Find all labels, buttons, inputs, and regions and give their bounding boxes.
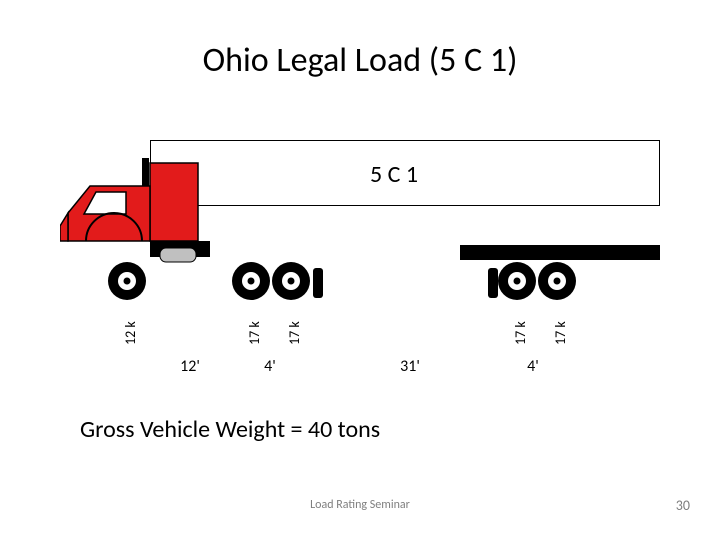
axle-load-label: 12 k [122,321,139,345]
wheel-trailer-front [498,262,536,300]
page-title: Ohio Legal Load (5 C 1) [0,40,720,81]
tire-edge [313,268,323,298]
axle-spacing-label: 4' [255,357,285,376]
axle-load-label: 17 k [552,321,569,345]
wheel-drive-rear [272,262,310,300]
truck-diagram: 5 C 1 12 k17 k17 k17 k17 k12'4'31'4' [60,140,660,340]
axle-spacing-label: 4' [518,357,548,376]
gross-vehicle-weight: Gross Vehicle Weight = 40 tons [80,415,380,444]
tire-edge [488,268,498,298]
truck-cab-icon [60,158,210,276]
trailer-config-label: 5 C 1 [370,160,418,189]
axle-load-label: 17 k [246,321,263,345]
wheel-drive-front [232,262,270,300]
footer-text: Load Rating Seminar [0,498,720,512]
page-number: 30 [676,497,690,514]
wheel-steer [108,262,146,300]
wheel-trailer-rear [538,262,576,300]
axle-spacing-label: 31' [380,357,440,376]
axle-load-label: 17 k [286,321,303,345]
flatbed-bar [460,245,660,260]
axle-spacing-label: 12' [160,357,220,376]
axle-load-label: 17 k [512,321,529,345]
